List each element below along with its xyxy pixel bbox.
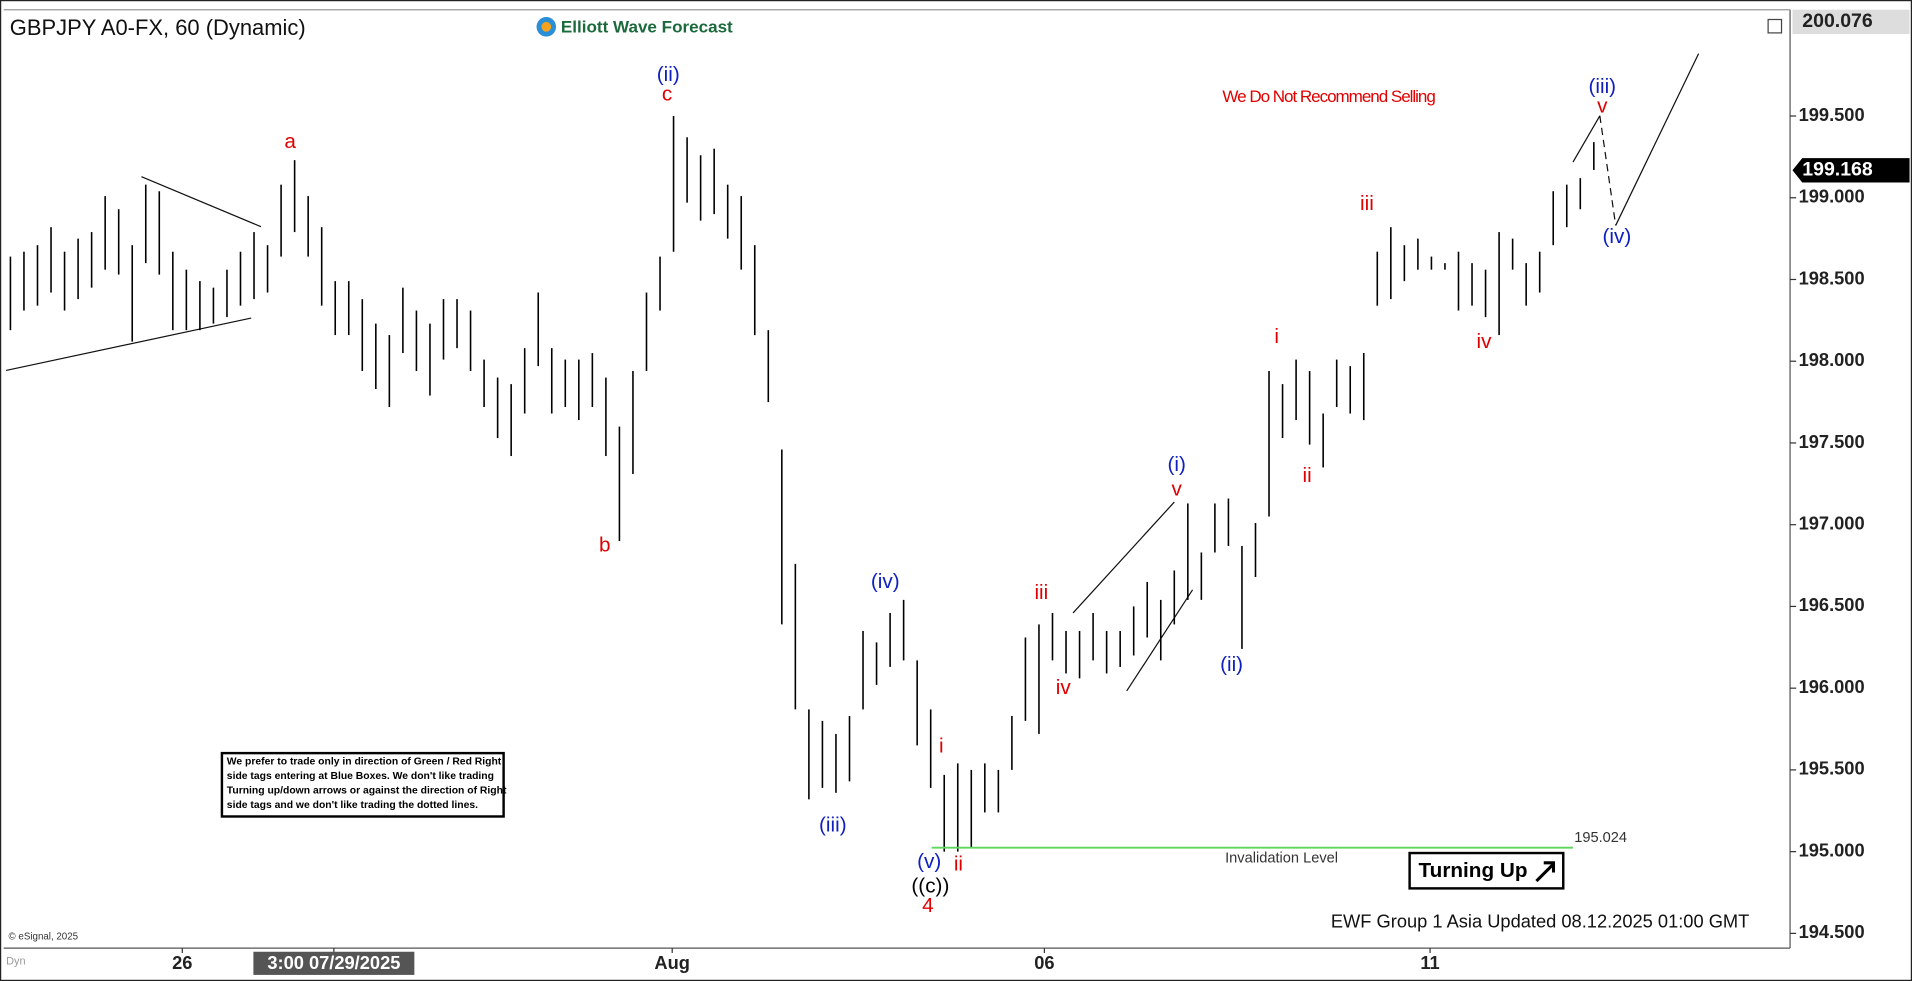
signal-arrow — [1535, 861, 1556, 883]
signal-box — [1408, 851, 1565, 890]
notice-line: side tags and we don't like trading the … — [227, 800, 478, 811]
wave-label: (ii) — [1220, 653, 1243, 676]
wave-label: (iii) — [819, 814, 847, 837]
x-tick-label: 11 — [1420, 952, 1439, 973]
top-price-bg — [1792, 9, 1910, 35]
y-tick-label: 198.000 — [1799, 349, 1865, 370]
projection-up — [1572, 115, 1601, 163]
projection-dashed — [1599, 115, 1617, 226]
chart-title: GBPJPY A0-FX, 60 (Dynamic) — [10, 15, 306, 40]
last-price-bg — [1792, 158, 1910, 183]
notice-line: We prefer to trade only in direction of … — [227, 756, 502, 767]
wave-label: i — [939, 734, 944, 757]
y-tick-label: 199.000 — [1799, 186, 1865, 207]
y-tick-label: 196.500 — [1799, 594, 1865, 615]
wave-label: (iii) — [1588, 75, 1616, 98]
y-tick-label: 197.500 — [1799, 431, 1865, 452]
wave-label: i — [1274, 325, 1279, 348]
wave-label: ((c)) — [911, 875, 949, 898]
y-tick-label: 199.500 — [1799, 104, 1865, 125]
wave-label: b — [599, 533, 611, 556]
signal-text: Turning Up — [1419, 859, 1528, 882]
y-tick-label: 197.000 — [1799, 513, 1865, 534]
wave-label: a — [284, 130, 296, 153]
y-tick-label: 195.500 — [1799, 758, 1865, 779]
y-tick-label: 195.000 — [1799, 839, 1865, 860]
projection-up — [1615, 53, 1700, 226]
wave-label: (ii) — [657, 63, 680, 86]
wave-label: v — [1597, 95, 1608, 118]
x-tick-label: Aug — [654, 952, 690, 973]
top-price-label: 200.076 — [1802, 10, 1873, 32]
crosshair-label-bg — [253, 951, 415, 975]
notice-line: Turning up/down arrows or against the di… — [227, 786, 507, 797]
wave-label: (i) — [1168, 453, 1186, 476]
bars — [9, 116, 1595, 852]
wave-label: ii — [954, 853, 963, 876]
y-tick-label: 196.000 — [1799, 676, 1865, 697]
x-tick-label: 3:00 07/29/2025 — [267, 952, 400, 973]
wave-label: iv — [1056, 676, 1072, 699]
invalidation-price: 195.024 — [1574, 830, 1627, 846]
footer: EWF Group 1 Asia Updated 08.12.2025 01:0… — [1331, 910, 1749, 931]
wave-label: iv — [1477, 330, 1493, 353]
y-tick-label: 198.500 — [1799, 267, 1865, 288]
notice: We prefer to trade only in direction of … — [227, 756, 507, 811]
wedge-upper — [1072, 501, 1175, 614]
wave-label: 4 — [922, 894, 934, 917]
corner: Dyn — [6, 955, 26, 967]
wave-label: iii — [1360, 192, 1374, 215]
wave-label: v — [1172, 477, 1183, 500]
notice-box — [220, 751, 505, 818]
logo-icon-inner — [541, 21, 552, 32]
recommendation: We Do Not Recommend Selling — [1222, 87, 1435, 106]
window-icon — [1767, 18, 1783, 34]
logo-text: Elliott Wave Forecast — [561, 18, 733, 37]
x-tick-label: 06 — [1034, 952, 1054, 973]
wave-label: (iv) — [871, 570, 900, 593]
pattern-lines — [5, 53, 1700, 692]
wave-label: iii — [1034, 581, 1048, 604]
triangle-lower — [5, 317, 252, 372]
wave-label: ii — [1303, 464, 1312, 487]
triangle-upper — [141, 176, 262, 228]
wave-label: (iv) — [1603, 225, 1632, 248]
y-tick-label: 194.500 — [1799, 921, 1865, 942]
wave-label: c — [662, 83, 672, 106]
wave-label: (v) — [917, 850, 941, 873]
notice-line: side tags entering at Blue Boxes. We don… — [227, 771, 494, 782]
wedge-lower — [1126, 589, 1194, 692]
invalidation-text: Invalidation Level — [1225, 851, 1338, 867]
copyright: © eSignal, 2025 — [9, 932, 79, 943]
last-price-label: 199.168 — [1802, 158, 1873, 180]
x-tick-label: 26 — [172, 952, 192, 973]
